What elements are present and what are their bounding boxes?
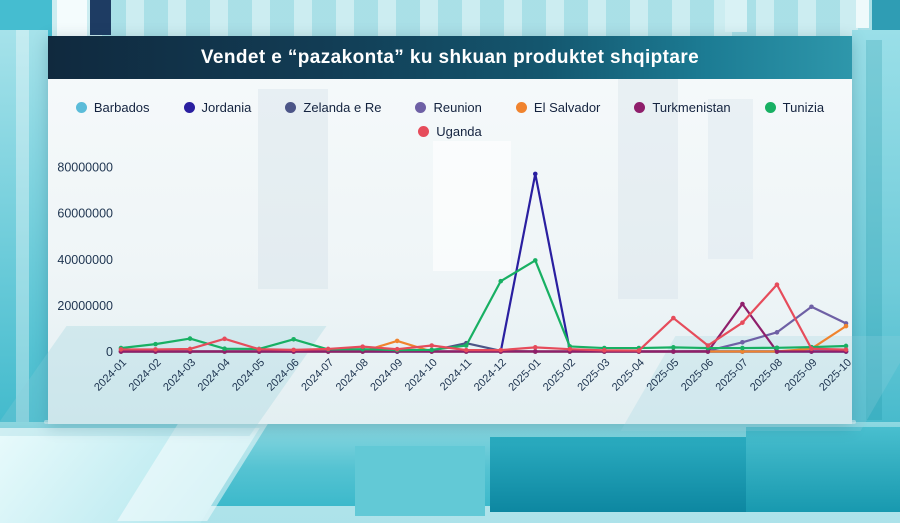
legend-item-turkmenistan: Turkmenistan [634, 100, 731, 115]
legend-item-el-salvador: El Salvador [515, 100, 601, 115]
legend-color-dot [634, 102, 646, 113]
legend-color-dot [515, 102, 527, 113]
legend-color-dot [183, 102, 195, 113]
page-title: Vendet e “pazakonta” ku shkuan produktet… [200, 46, 700, 68]
legend-label: Jordania [201, 100, 252, 115]
chart-legend: Barbados Jordania Zelanda e Re Reunion El Sa… [48, 100, 852, 148]
bg-shape [866, 40, 882, 420]
legend-item-jordania: Jordania [183, 100, 252, 115]
chart-card: Vendet e “pazakonta” ku shkuan produktet… [0, 36, 900, 436]
title-bar: Vendet e “pazakonta” ku shkuan produktet… [48, 36, 852, 79]
legend-item-uganda: Uganda [418, 124, 482, 139]
legend-color-dot [418, 126, 430, 137]
legend-item-barbados: Barbados [75, 100, 150, 115]
legend-label: Zelanda e Re [303, 100, 382, 115]
bg-glass-slab [355, 446, 485, 516]
bg-shape [16, 30, 29, 430]
legend-item-tunizia: Tunizia [764, 100, 825, 115]
legend-label: El Salvador [533, 100, 601, 115]
legend-label: Tunizia [782, 100, 825, 115]
legend-item-zelanda-e-re: Zelanda e Re [285, 100, 381, 115]
bg-glass-slab [490, 437, 746, 512]
legend-item-reunion: Reunion [415, 100, 482, 115]
legend-color-dot [764, 102, 776, 113]
bg-glass-slab [746, 427, 900, 512]
bg-shape [725, 0, 747, 32]
legend-label: Uganda [436, 124, 482, 139]
bg-shape [856, 0, 869, 28]
legend-color-dot [285, 102, 297, 113]
legend-color-dot [415, 102, 427, 113]
bg-shape [90, 0, 111, 35]
legend-row-1: Barbados Jordania Zelanda e Re Reunion El Sa… [48, 100, 852, 115]
bg-shape [57, 0, 87, 38]
bg-shape [0, 326, 327, 436]
legend-row-2: Uganda [48, 124, 852, 139]
legend-label: Reunion [433, 100, 482, 115]
legend-color-dot [75, 102, 87, 113]
legend-label: Turkmenistan [652, 100, 731, 115]
bg-top-band [0, 0, 900, 38]
bg-shape [433, 141, 511, 271]
bg-shape [872, 0, 900, 33]
bg-top-stripes [0, 0, 900, 38]
bg-shape [620, 336, 900, 431]
legend-label: Barbados [93, 100, 150, 115]
